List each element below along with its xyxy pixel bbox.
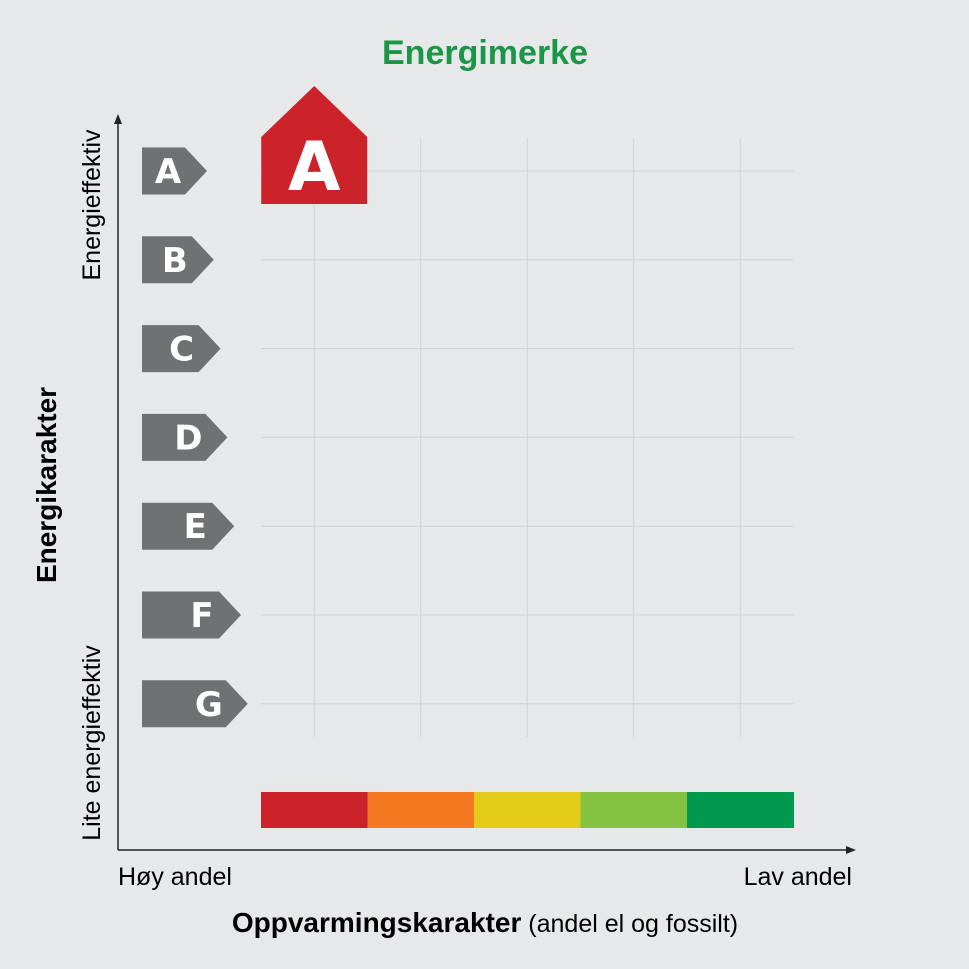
energy-grade-tag-shape [142,147,207,195]
y-top-label: Energieffektiv [78,129,106,281]
energy-grade-tag-shape [142,591,241,639]
x-axis-title-rest: (andel el og fossilt) [521,910,738,938]
energy-grade-tag-shape [142,413,228,461]
heating-scale-segment [580,792,688,828]
energy-grade-tag-label: G [195,685,223,725]
chart-title: Energimerke [382,34,588,72]
energy-grade-tag: F [142,591,241,639]
x-axis-title: Oppvarmingskarakter (andel el og fossilt… [232,907,738,938]
energy-grade-tag-shape [142,680,248,728]
energy-grade-tag-label: C [169,330,194,370]
x-axis-title-bold: Oppvarmingskarakter [232,907,522,938]
energy-grade-tag: B [142,236,214,284]
heating-scale-segment [474,792,581,828]
plot-grid [261,138,794,737]
energy-grade-tag-shape [142,502,235,550]
heating-scale-segment [261,792,368,828]
energy-grade-tag: G [142,680,248,728]
energy-grade-tag: E [142,502,235,550]
heating-scale-segment [687,792,794,828]
energy-grade-tag-label: F [190,596,213,636]
heating-scale-segment [367,792,475,828]
energy-grade-tag: C [142,325,221,373]
y-bottom-label: Lite energieffektiv [78,645,106,841]
marker-label: A [288,128,341,207]
energy-grade-tag-shape [142,325,221,373]
energy-label-marker: A [261,86,368,207]
x-left-label: Høy andel [118,863,232,891]
marker-house-shape [261,86,368,204]
energy-grade-tag-label: D [174,418,202,458]
x-axis-arrowhead [846,846,856,854]
energy-grade-tag: D [142,413,228,461]
energy-grade-tag: A [142,147,207,195]
energy-grade-tags: A B C D E F G [142,147,248,728]
energy-grade-tag-label: A [155,152,182,192]
y-axis-arrowhead [114,114,122,124]
energy-grade-tag-shape [142,236,214,284]
x-right-label: Lav andel [744,863,852,891]
y-axis-title: Energikarakter [31,387,62,583]
energy-grade-tag-label: E [184,507,207,547]
energy-grade-tag-label: B [162,241,188,281]
heating-color-scale [261,792,794,828]
